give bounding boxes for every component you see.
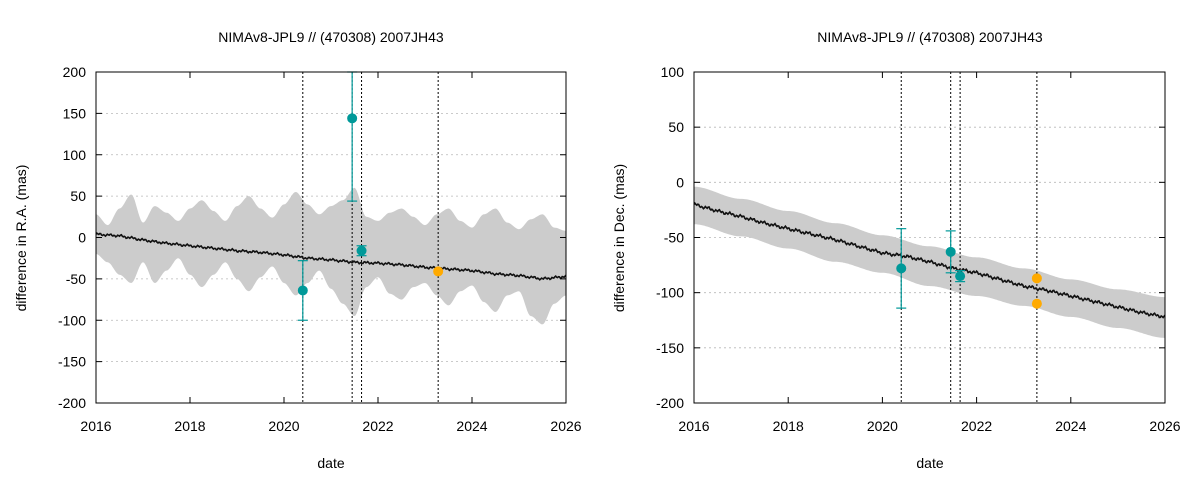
x-tick-label: 2018 [773,418,804,434]
data-point [356,245,367,256]
dec-difference-chart: NIMAv8-JPL9 // (470308) 2007JH43 date di… [611,29,1181,471]
chart-title: NIMAv8-JPL9 // (470308) 2007JH43 [817,29,1043,45]
data-point [1031,298,1042,309]
model-difference-line [96,232,566,281]
ra-difference-chart: NIMAv8-JPL9 // (470308) 2007JH43 date di… [13,29,582,471]
y-tick-label: 100 [661,64,685,80]
data-point [433,266,444,277]
x-tick-label: 2024 [1055,418,1086,434]
y-tick-label: -50 [664,230,684,246]
y-tick-label: -100 [58,312,86,328]
y-tick-label: 50 [668,119,684,135]
x-tick-label: 2022 [961,418,992,434]
y-tick-label: 100 [63,147,87,163]
data-point [896,263,907,274]
y-axis-label: difference in R.A. (mas) [13,165,29,312]
y-tick-label: -50 [66,271,86,287]
model-difference-line [694,201,1165,319]
x-tick-label: 2016 [80,418,111,434]
x-tick-label: 2020 [268,418,299,434]
uncertainty-band [96,187,566,325]
x-tick-label: 2020 [867,418,898,434]
y-axis-label: difference in Dec. (mas) [611,164,627,312]
y-tick-label: -150 [656,340,684,356]
x-tick-label: 2016 [678,418,709,434]
data-point [347,113,358,124]
y-tick-label: 50 [70,188,86,204]
x-tick-label: 2022 [362,418,393,434]
y-tick-label: -100 [656,285,684,301]
chart-title: NIMAv8-JPL9 // (470308) 2007JH43 [218,29,444,45]
y-tick-label: 150 [63,105,87,121]
y-tick-label: 200 [63,64,87,80]
data-point [955,271,966,282]
y-tick-label: -200 [656,395,684,411]
data-point [945,246,956,257]
y-tick-label: 0 [676,174,684,190]
y-tick-label: -200 [58,395,86,411]
y-tick-label: 0 [78,230,86,246]
data-point [1031,273,1042,284]
y-tick-label: -150 [58,354,86,370]
x-axis-label: date [317,455,344,471]
x-tick-label: 2018 [174,418,205,434]
data-point [297,285,308,296]
x-axis-label: date [916,455,943,471]
x-tick-label: 2026 [550,418,581,434]
x-tick-label: 2024 [456,418,487,434]
x-tick-label: 2026 [1149,418,1180,434]
